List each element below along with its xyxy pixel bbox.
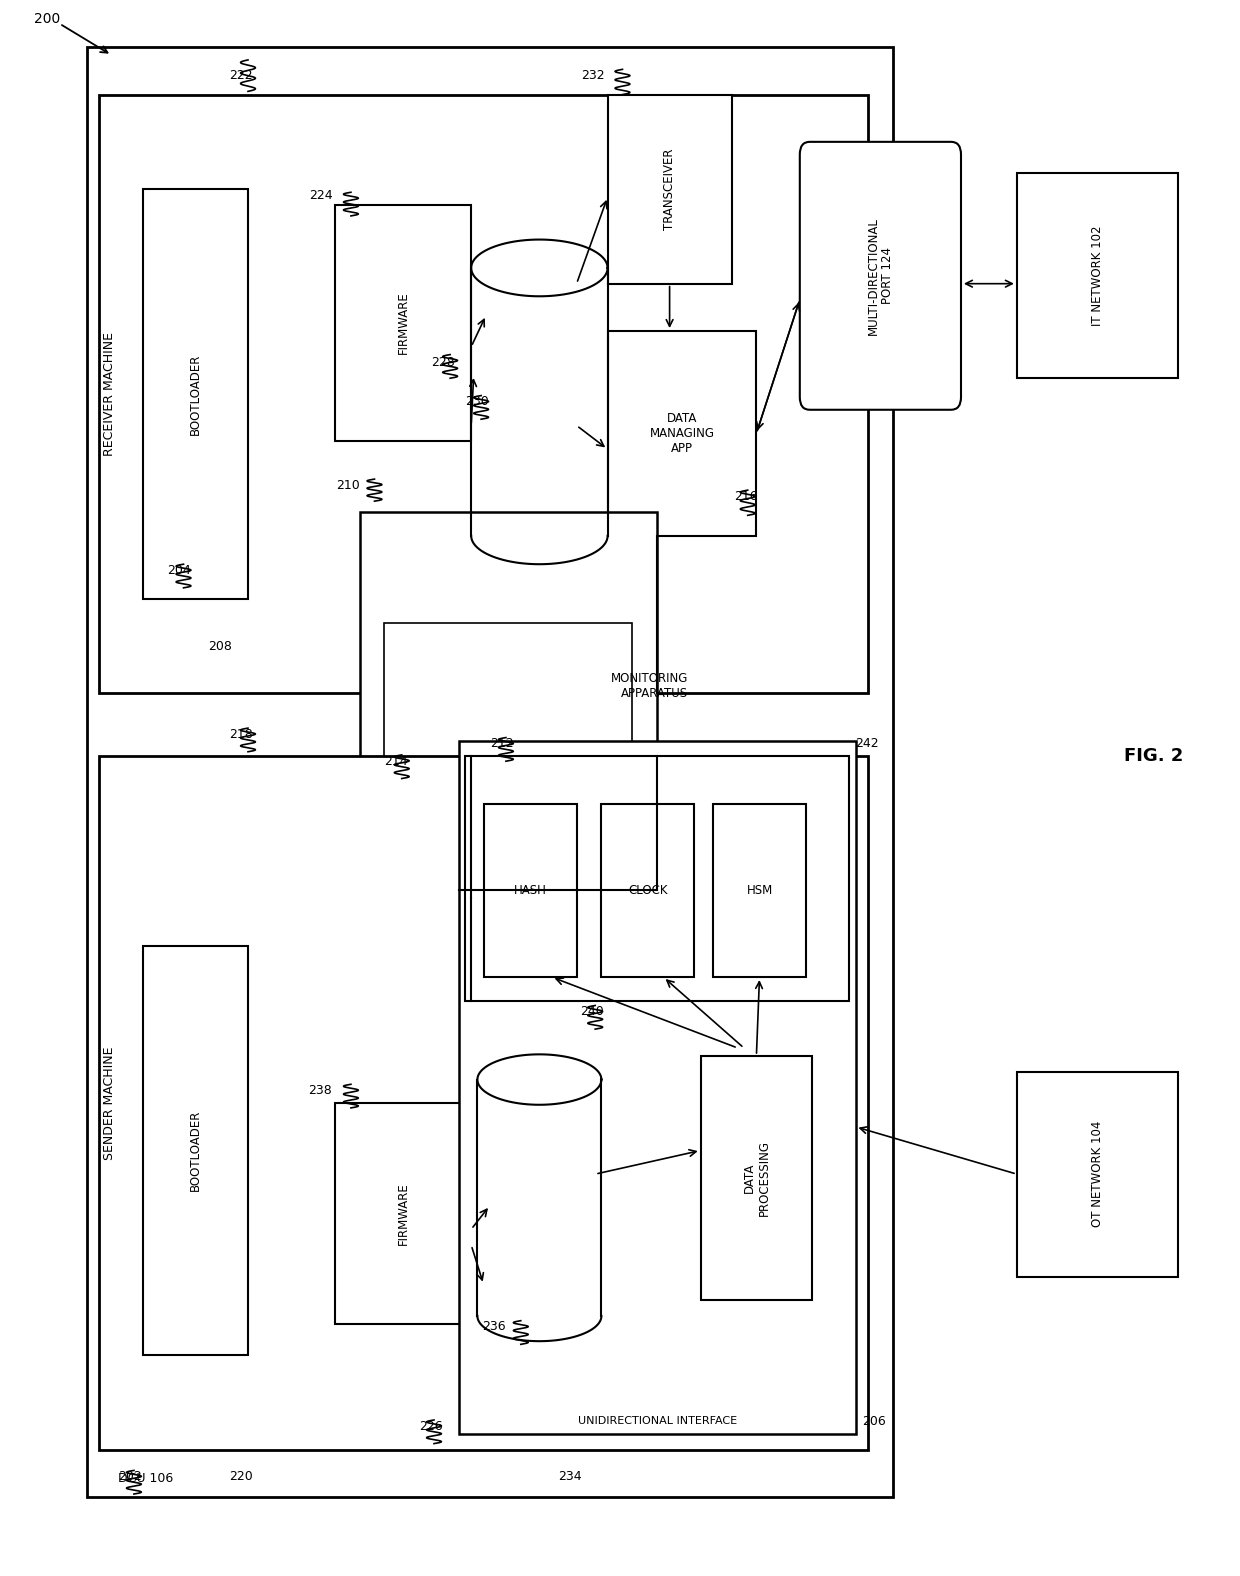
Text: DATA
MANAGING
APP: DATA MANAGING APP (650, 411, 714, 455)
Text: SENDER MACHINE: SENDER MACHINE (103, 1046, 115, 1160)
Text: OT NETWORK 104: OT NETWORK 104 (1091, 1121, 1104, 1228)
Text: 216: 216 (734, 490, 758, 503)
Text: BOOTLOADER: BOOTLOADER (188, 353, 202, 435)
Bar (335, 1103, 471, 1324)
Text: MULTI-DIRECTIONAL
PORT 124: MULTI-DIRECTIONAL PORT 124 (867, 217, 894, 334)
Text: 224: 224 (309, 189, 332, 202)
Text: 240: 240 (580, 1005, 604, 1018)
Bar (484, 804, 577, 977)
Text: CLOCK: CLOCK (629, 884, 667, 897)
Text: 204: 204 (167, 564, 191, 577)
Text: FIRMWARE: FIRMWARE (397, 292, 409, 355)
Text: 202: 202 (118, 1470, 141, 1483)
Text: 206: 206 (862, 1415, 885, 1428)
Bar (99, 95, 868, 693)
Bar (713, 804, 806, 977)
Text: RECEIVER MACHINE: RECEIVER MACHINE (103, 333, 115, 455)
Text: 208: 208 (208, 640, 232, 652)
Text: 212: 212 (490, 738, 513, 750)
Text: FIG. 2: FIG. 2 (1123, 747, 1183, 766)
Bar (143, 189, 248, 599)
Text: 220: 220 (229, 1470, 253, 1483)
Bar (384, 623, 632, 843)
Text: 238: 238 (309, 1084, 332, 1097)
Text: 242: 242 (856, 738, 879, 750)
Text: IT NETWORK 102: IT NETWORK 102 (1091, 225, 1104, 326)
Text: 210: 210 (336, 479, 360, 492)
Text: BOOTLOADER: BOOTLOADER (188, 1110, 202, 1191)
Bar (143, 946, 248, 1355)
Bar (608, 95, 732, 284)
Bar (87, 47, 893, 1497)
Text: TRANSCEIVER: TRANSCEIVER (663, 148, 676, 230)
Text: 226: 226 (419, 1420, 443, 1433)
Text: DATA
PROCESSING: DATA PROCESSING (743, 1139, 770, 1217)
Bar (335, 205, 471, 441)
Text: UNIDIRECTIONAL INTERFACE: UNIDIRECTIONAL INTERFACE (578, 1417, 737, 1426)
Text: HSM: HSM (746, 884, 773, 897)
Bar (1017, 173, 1178, 378)
Bar (601, 804, 694, 977)
Text: 228: 228 (432, 356, 455, 369)
Bar (459, 741, 856, 1434)
Text: 232: 232 (582, 69, 605, 82)
Text: MONITORING
APPARATUS: MONITORING APPARATUS (611, 671, 688, 700)
FancyBboxPatch shape (800, 142, 961, 410)
Text: 230: 230 (465, 396, 489, 408)
Text: 200: 200 (33, 13, 61, 25)
Text: FIRMWARE: FIRMWARE (397, 1182, 409, 1245)
Text: 234: 234 (558, 1470, 582, 1483)
Bar (465, 756, 849, 1001)
Text: DCU 106: DCU 106 (118, 1472, 174, 1485)
Text: 236: 236 (482, 1321, 506, 1333)
Bar (1017, 1072, 1178, 1277)
Bar (99, 756, 868, 1450)
Bar (608, 331, 756, 536)
Text: HASH: HASH (513, 884, 547, 897)
Text: 214: 214 (384, 755, 408, 768)
Bar (701, 1056, 812, 1300)
Text: 222: 222 (229, 69, 253, 82)
Bar (360, 512, 657, 890)
Text: 218: 218 (229, 728, 253, 741)
